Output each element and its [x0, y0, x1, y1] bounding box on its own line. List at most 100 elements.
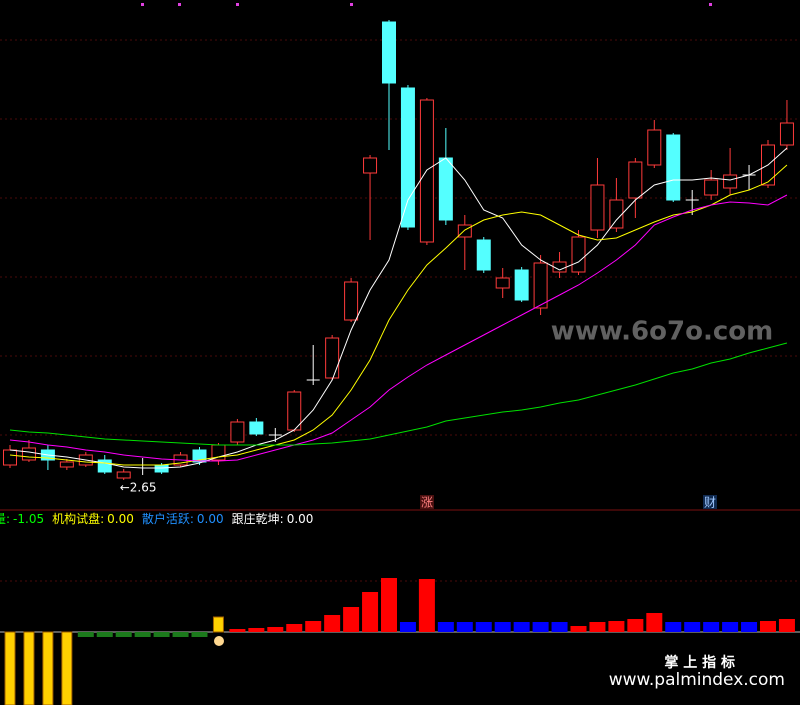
- moving-average: [9, 147, 788, 469]
- bar: [286, 624, 303, 632]
- brand: 掌 上 指 标: [664, 654, 735, 671]
- bar: [475, 622, 492, 632]
- bar: [703, 622, 720, 632]
- bar: [589, 622, 606, 632]
- candle-body: [647, 129, 662, 166]
- moving-average: [9, 342, 788, 446]
- marker: 涨: [421, 495, 433, 510]
- annotation: ←2.65: [120, 481, 157, 495]
- candle-body: [779, 122, 794, 146]
- candle-body: [287, 391, 302, 431]
- bar: [305, 621, 322, 632]
- bar: [456, 622, 473, 632]
- bar: [778, 619, 795, 632]
- legend-value: 0.00: [107, 512, 134, 526]
- legend-value: 0.00: [197, 512, 224, 526]
- candle-body: [476, 239, 491, 271]
- moving-average: [9, 164, 788, 466]
- bar: [343, 607, 360, 632]
- candle-body: [3, 449, 17, 466]
- candle-body: [400, 87, 415, 228]
- dot: [141, 3, 144, 6]
- candle-body: [344, 281, 359, 321]
- marker-bg: [420, 495, 434, 509]
- candle-body: [666, 134, 681, 201]
- bar: [23, 631, 35, 705]
- dot: [178, 3, 181, 6]
- bar: [229, 629, 246, 632]
- candle-body: [21, 447, 36, 461]
- bar: [665, 622, 682, 632]
- bar: [248, 628, 265, 632]
- candle-body: [628, 161, 643, 199]
- candle-body: [59, 461, 74, 468]
- candle-body: [230, 421, 245, 443]
- bar: [153, 632, 170, 637]
- candle-body: [609, 199, 624, 229]
- bar: [494, 622, 511, 632]
- dot: [350, 3, 353, 6]
- bar: [324, 615, 341, 632]
- bar: [212, 616, 224, 633]
- bar: [646, 613, 663, 632]
- bar: [381, 578, 397, 632]
- legend-value: -1.05: [13, 512, 44, 526]
- icon: [214, 636, 224, 646]
- bar: [42, 631, 54, 705]
- bar: [418, 579, 435, 632]
- bar: [4, 631, 16, 705]
- candle-body: [382, 21, 396, 84]
- bar: [437, 622, 454, 632]
- bar: [684, 622, 701, 632]
- moving-average: [9, 194, 788, 462]
- bar: [627, 619, 644, 632]
- candle-body: [438, 157, 453, 221]
- candle-body: [495, 277, 510, 289]
- bar: [608, 621, 625, 632]
- candle-body: [590, 184, 605, 231]
- bar: [267, 627, 284, 632]
- bar: [134, 632, 151, 637]
- bar: [115, 632, 132, 637]
- bar: [513, 622, 530, 632]
- bar: [399, 622, 416, 632]
- candle-body: [457, 224, 472, 238]
- bar: [172, 632, 189, 637]
- bar: [532, 622, 549, 632]
- bar: [722, 622, 739, 632]
- grid: [0, 39, 800, 582]
- legend: 量: -1.05 机构试盘: 0.00 散户活跃: 0.00 跟庄乾坤: 0.00: [0, 511, 313, 526]
- candle-body: [571, 236, 586, 273]
- bar: [96, 632, 113, 637]
- bar: [77, 632, 94, 637]
- candle-body: [325, 337, 340, 379]
- bar: [741, 622, 758, 632]
- legend-name: 跟庄乾坤:: [232, 511, 284, 526]
- legend-name: 机构试盘:: [52, 511, 104, 526]
- legend-name: 量:: [0, 512, 10, 526]
- candle-body: [116, 471, 131, 479]
- candle-body: [723, 174, 738, 189]
- legend-name: 散户活跃:: [142, 511, 194, 526]
- candle-body: [249, 421, 264, 435]
- candle-body: [533, 262, 548, 309]
- bar: [760, 621, 776, 632]
- marker-bg: [703, 495, 717, 509]
- url: www.palmindex.com: [609, 670, 785, 690]
- candle-body: [363, 157, 378, 174]
- dot: [709, 3, 712, 6]
- bar: [191, 632, 208, 637]
- candle-body: [419, 99, 434, 243]
- bar: [61, 631, 73, 705]
- legend-value: 0.00: [287, 512, 314, 526]
- marker: 财: [704, 496, 716, 510]
- bar: [570, 626, 587, 632]
- candle-body: [514, 269, 529, 301]
- bar: [362, 592, 379, 632]
- dot: [236, 3, 239, 6]
- top-dots: [141, 3, 712, 6]
- watermark: www.6o7o.com: [551, 317, 773, 347]
- bar: [551, 622, 568, 632]
